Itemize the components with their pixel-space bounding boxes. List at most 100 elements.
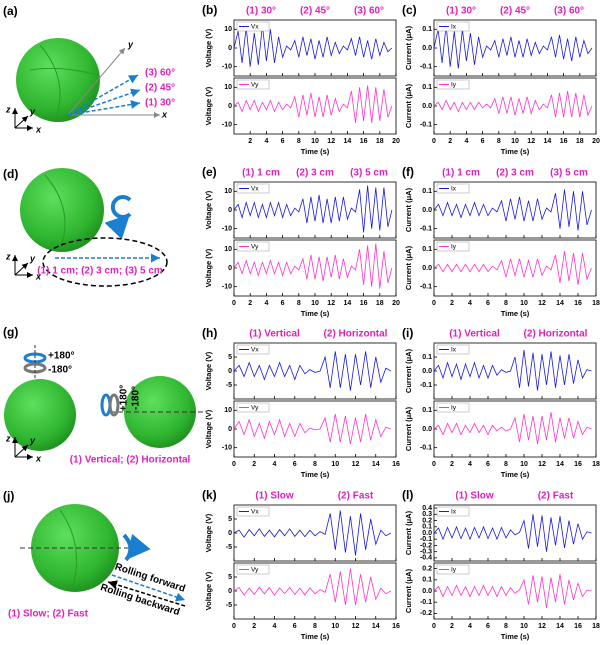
x-tick-label: 4: [264, 138, 268, 145]
x-tick-label: 10: [520, 300, 528, 307]
legend-box: [436, 183, 470, 194]
annotation: (2) 45°: [500, 6, 530, 17]
seam: [44, 174, 66, 251]
y-tick-label: -0.1: [420, 382, 432, 389]
y-tick-label: 0: [228, 368, 232, 375]
signal-line: [233, 25, 393, 67]
legend-label: Iy: [451, 567, 457, 574]
signal-line: [233, 185, 393, 233]
y-tick-label: -5: [226, 544, 232, 551]
x-tick-label: 6: [486, 623, 490, 630]
signal-line: [433, 349, 592, 391]
y-tick-label: -10: [222, 64, 232, 71]
x-tick-label: 18: [376, 138, 384, 145]
x-tick-label: 8: [297, 138, 301, 145]
annotation: (2) Horizontal: [324, 329, 388, 340]
y-axis-label: Voltage (V): [204, 86, 213, 125]
legend-label: Vy: [251, 82, 259, 89]
legend-box: [236, 402, 270, 413]
y-tick-label: 0.0: [422, 368, 432, 375]
y-axis-label: Current (μA): [404, 348, 413, 393]
x-tick-label: 12: [538, 461, 546, 468]
legend-box: [436, 79, 470, 90]
annotation: (2) 45°: [300, 6, 330, 17]
y-axis-label: Voltage (V): [204, 28, 213, 67]
annotation: (1) 30°: [446, 6, 476, 17]
annotation: (2) Fast: [338, 491, 374, 502]
y-axis-label: Current (μA): [404, 510, 413, 555]
x-tick-label: 10: [311, 300, 319, 307]
y-tick-label: -0.1: [420, 284, 432, 291]
x-tick-label: 0: [432, 138, 436, 145]
annotation: (3) 5 cm: [550, 168, 588, 179]
x-tick-label: 16: [392, 623, 400, 630]
y-tick-label: 0: [228, 265, 232, 272]
legend-box: [436, 506, 470, 517]
legend-box: [236, 79, 270, 90]
y-tick-label: -5: [226, 382, 232, 389]
distance-label: (1) 1 cm; (2) 3 cm; (3) 5 cm: [37, 266, 163, 277]
x-tick-label: 10: [331, 623, 339, 630]
y-tick-label: -0.3: [420, 549, 432, 556]
x-tick-label: 14: [344, 138, 352, 145]
arrow: [67, 88, 141, 116]
x-tick-label: 14: [556, 300, 564, 307]
legend-label: Ix: [451, 347, 457, 354]
legend-box: [236, 21, 270, 32]
legend-label: Vy: [251, 405, 259, 412]
frame: [12, 437, 33, 460]
x-tick-label: 10: [520, 461, 528, 468]
axis-name: z: [5, 251, 11, 261]
annotation: (1) 1 cm: [442, 168, 480, 179]
x-tick-label: 16: [392, 461, 400, 468]
panel-label: (d): [3, 167, 18, 181]
x-tick-label: 14: [344, 300, 352, 307]
y-tick-label: 5: [228, 516, 232, 523]
y-tick-label: 0: [228, 45, 232, 52]
x-tick-label: 20: [592, 138, 600, 145]
y-tick-label: -5: [226, 602, 232, 609]
legend-box: [436, 402, 470, 413]
x-tick-label: 14: [544, 138, 552, 145]
y-tick-label: 0.0: [422, 530, 432, 537]
signal-line: [433, 412, 592, 444]
y-tick-label: -0.1: [420, 599, 432, 606]
legend-box: [236, 183, 270, 194]
signal-line: [433, 574, 592, 608]
arrow: [67, 74, 139, 116]
y-tick-label: 10: [224, 246, 232, 253]
x-tick-label: 4: [468, 300, 472, 307]
signal-line: [233, 510, 392, 556]
y-tick-label: 0.1: [422, 26, 432, 33]
panel-label: (b): [202, 3, 217, 17]
legend-box: [436, 241, 470, 252]
y-tick-label: 0.1: [422, 354, 432, 361]
x-tick-label: 2: [252, 461, 256, 468]
x-tick-label: 16: [360, 300, 368, 307]
x-tick-label: 14: [556, 461, 564, 468]
x-tick-label: 6: [486, 461, 490, 468]
rotation-icon: [108, 393, 120, 417]
x-tick-label: 10: [511, 138, 519, 145]
panel-label: (h): [202, 326, 217, 340]
y-axis-label: Current (μA): [404, 245, 413, 290]
y-tick-label: 10: [224, 188, 232, 195]
schematic-g: (g) +180° -180° +180° -180° (1) Vertical…: [3, 325, 205, 466]
y-axis-label: Current (μA): [404, 568, 413, 613]
x-tick-label: 12: [527, 138, 535, 145]
arrow: [67, 47, 126, 116]
legend-box: [436, 344, 470, 355]
x-axis-label: Time (s): [301, 309, 330, 318]
annotation: (3) 60°: [554, 6, 584, 17]
x-tick-label: 0: [232, 461, 236, 468]
y-tick-label: 0.0: [422, 265, 432, 272]
signal-line: [433, 25, 593, 69]
y-tick-label: -0.1: [420, 445, 432, 452]
y-axis-label: Voltage (V): [204, 409, 213, 448]
y-tick-label: 0.1: [422, 407, 432, 414]
y-tick-label: 10: [224, 84, 232, 91]
x-tick-label: 2: [450, 300, 454, 307]
signal-line: [433, 91, 593, 118]
signal-line: [433, 514, 592, 552]
panel-label: (f): [402, 165, 414, 179]
